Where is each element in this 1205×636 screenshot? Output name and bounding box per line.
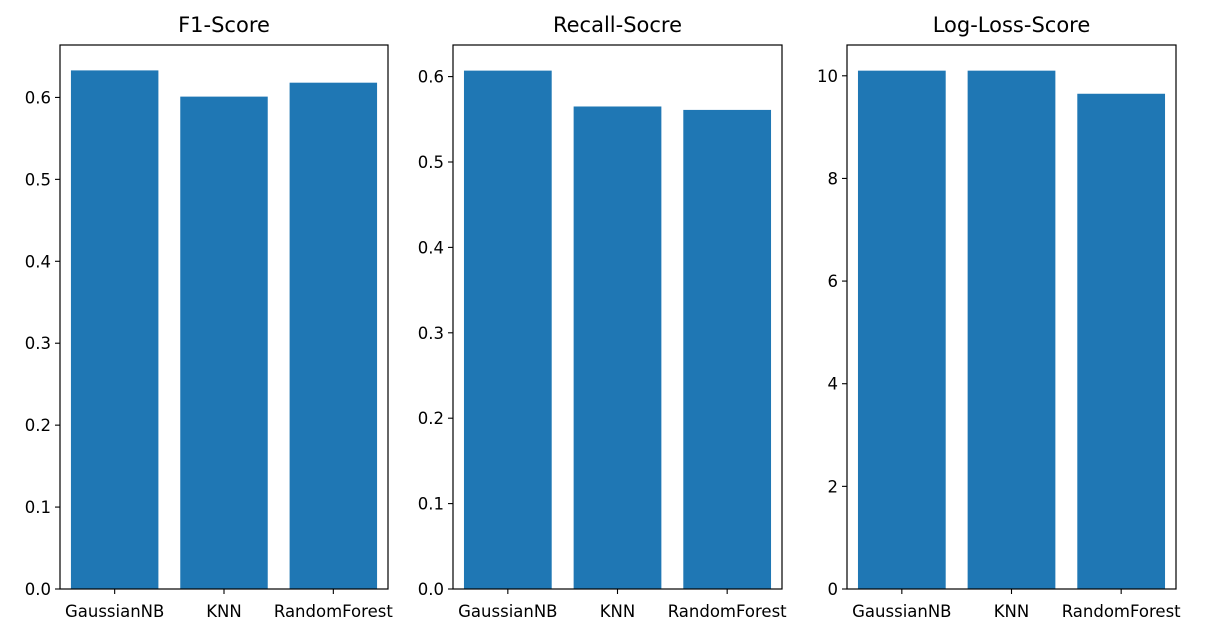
- x-tick-label: GaussianNB: [65, 602, 164, 621]
- x-tick-label: GaussianNB: [852, 602, 951, 621]
- y-tick-label: 0.1: [25, 498, 51, 517]
- x-tick-label: KNN: [600, 602, 636, 621]
- x-tick-label: RandomForest: [274, 602, 393, 621]
- subplot-2: Recall-Socre 0.0 0.1 0.2 0.3 0.4 0.5 0.6 Gaussia…: [418, 13, 787, 621]
- subplot-1: F1-Score 0.0 0.1 0.2 0.3 0.4 0.5 0.6 GaussianNB K…: [25, 13, 394, 621]
- x-tick-label: GaussianNB: [458, 602, 557, 621]
- subplot-3: Log-Loss-Score 0 2 4 6 8 10 GaussianNB KNN Random…: [817, 13, 1181, 621]
- y-tick-label: 0.0: [418, 580, 444, 599]
- y-tick-label: 0.1: [418, 495, 444, 514]
- y-tick-label: 0.4: [418, 238, 444, 257]
- y-tick-label: 0.6: [418, 68, 444, 87]
- y-tick-label: 0.5: [418, 153, 444, 172]
- y-tick-label: 0.5: [25, 170, 51, 189]
- y-tick-label: 0.2: [418, 409, 444, 428]
- y-tick-label: 0.4: [25, 252, 51, 271]
- y-tick-label: 0: [828, 580, 839, 599]
- bar-randomforest: [1077, 93, 1166, 590]
- bar-gaussiannb: [857, 70, 946, 589]
- x-tick-label: KNN: [994, 602, 1030, 621]
- bar-randomforest: [683, 109, 772, 589]
- x-tick-label: RandomForest: [668, 602, 787, 621]
- y-tick-label: 8: [828, 169, 839, 188]
- bar-randomforest: [289, 82, 378, 590]
- y-tick-label: 0.3: [25, 334, 51, 353]
- y-tick-label: 0.3: [418, 324, 444, 343]
- subplot-title: Log-Loss-Score: [933, 13, 1091, 37]
- x-tick-label: KNN: [206, 602, 242, 621]
- bar-gaussiannb: [70, 70, 159, 590]
- y-tick-label: 0.6: [25, 88, 51, 107]
- x-tick-label: RandomForest: [1062, 602, 1181, 621]
- y-tick-label: 10: [817, 67, 838, 86]
- bar-knn: [180, 96, 268, 590]
- y-tick-label: 2: [828, 477, 839, 496]
- bar-gaussiannb: [463, 70, 552, 589]
- subplot-title: Recall-Socre: [553, 13, 682, 37]
- y-tick-label: 6: [828, 272, 839, 291]
- bar-knn: [967, 70, 1056, 589]
- y-tick-label: 4: [828, 375, 839, 394]
- y-tick-label: 0.0: [25, 580, 51, 599]
- bar-knn: [573, 106, 662, 590]
- y-tick-label: 0.2: [25, 416, 51, 435]
- subplot-title: F1-Score: [178, 13, 270, 37]
